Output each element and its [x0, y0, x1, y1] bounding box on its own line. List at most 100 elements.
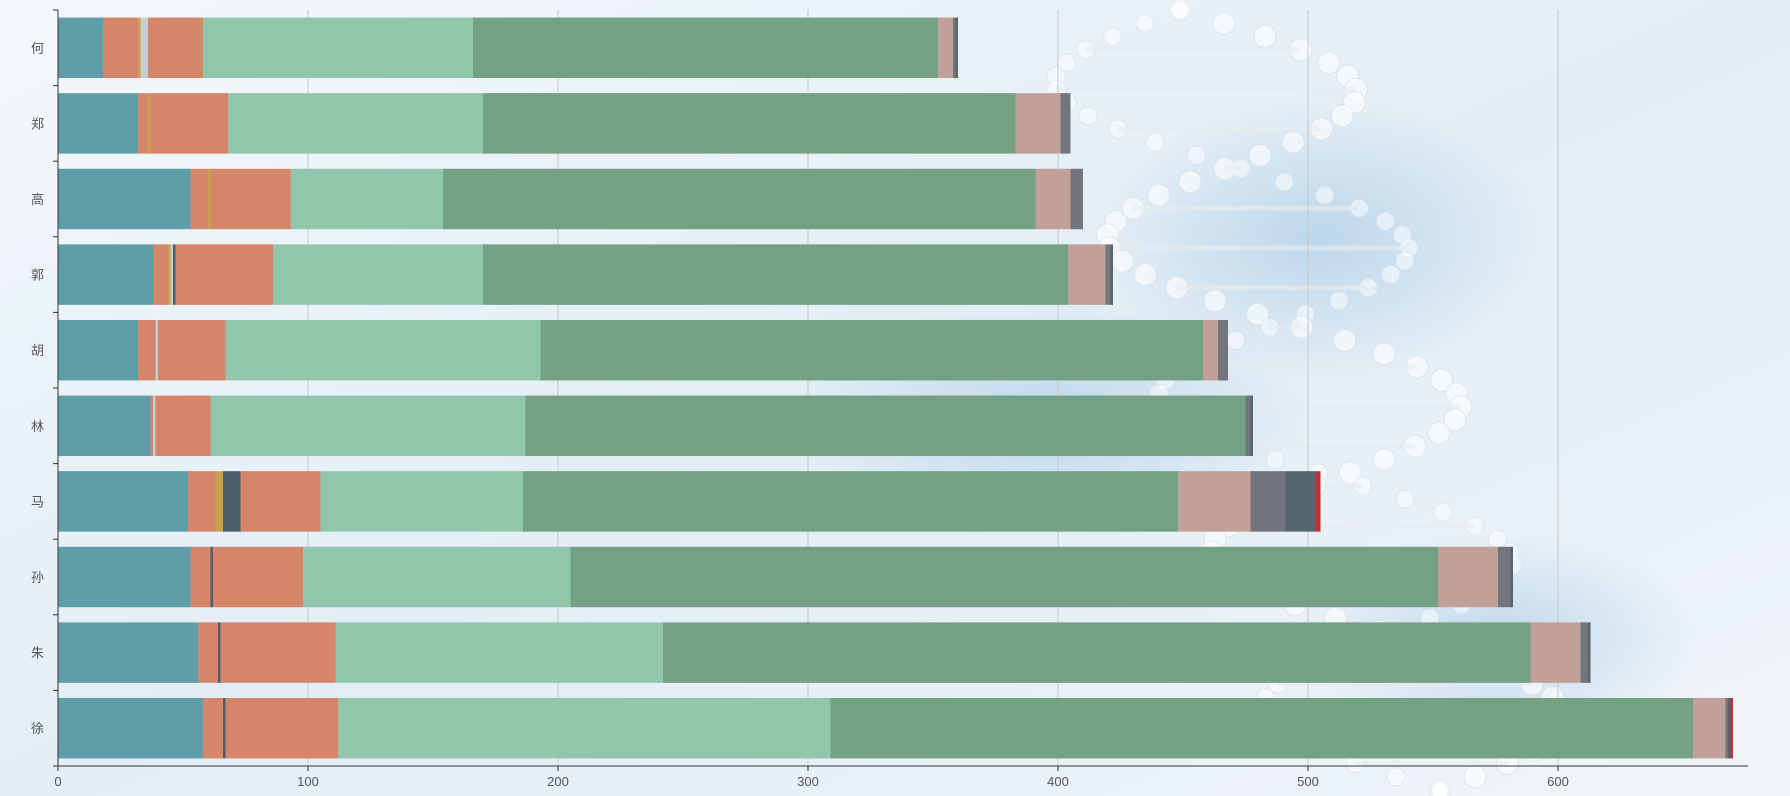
bar-segment[interactable]: [1245, 395, 1251, 457]
bar-segment[interactable]: [1218, 319, 1228, 381]
bar-segment[interactable]: [58, 168, 191, 230]
bar-segment[interactable]: [1588, 622, 1591, 683]
bar-segment[interactable]: [338, 697, 831, 759]
bar-segment[interactable]: [240, 471, 321, 532]
bar-segment[interactable]: [1250, 471, 1286, 532]
bar-segment[interactable]: [540, 319, 1204, 381]
bar-segment[interactable]: [1285, 471, 1316, 532]
bar-segment[interactable]: [1178, 471, 1251, 532]
bar-segment[interactable]: [335, 622, 664, 683]
bar-segment[interactable]: [290, 168, 444, 230]
bar-segment[interactable]: [938, 17, 953, 79]
bar-segment[interactable]: [148, 93, 151, 154]
bar-segment[interactable]: [103, 17, 138, 79]
bar-segment[interactable]: [1203, 319, 1218, 381]
bar-segment[interactable]: [168, 244, 171, 305]
bar-row: [58, 471, 1321, 532]
bar-segment[interactable]: [1730, 697, 1734, 759]
bar-segment[interactable]: [58, 395, 151, 457]
bar-segment[interactable]: [190, 168, 209, 230]
bar-segment[interactable]: [320, 471, 524, 532]
bar-segment[interactable]: [220, 622, 336, 683]
bar-segment[interactable]: [1068, 244, 1106, 305]
bar-segment[interactable]: [955, 17, 959, 79]
bar-segment[interactable]: [1060, 93, 1071, 154]
bar-segment[interactable]: [155, 395, 211, 457]
bar-segment[interactable]: [228, 93, 483, 154]
bar-segment[interactable]: [525, 395, 1246, 457]
bar-segment[interactable]: [140, 17, 149, 79]
bar-segment[interactable]: [173, 244, 176, 305]
x-tick-label: 200: [547, 774, 569, 789]
bar-segment[interactable]: [523, 471, 1178, 532]
bar-segment[interactable]: [203, 697, 223, 759]
bar-segment[interactable]: [190, 546, 211, 608]
y-category-label: 朱: [31, 647, 44, 662]
bar-segment[interactable]: [210, 168, 291, 230]
bar-segment[interactable]: [58, 17, 103, 79]
bar-segment[interactable]: [138, 93, 148, 154]
bar-segment[interactable]: [153, 395, 156, 457]
bar-segment[interactable]: [1105, 244, 1111, 305]
bar-segment[interactable]: [483, 244, 1068, 305]
bar-segment[interactable]: [1438, 546, 1498, 608]
bar-segment[interactable]: [208, 168, 211, 230]
bar-segment[interactable]: [58, 319, 138, 381]
y-category-label: 胡: [31, 344, 44, 359]
bar-segment[interactable]: [58, 93, 138, 154]
bar-segment[interactable]: [1315, 471, 1321, 532]
bar-segment[interactable]: [215, 471, 224, 532]
bar-segment[interactable]: [303, 546, 571, 608]
bar-segment[interactable]: [188, 471, 216, 532]
bar-segment[interactable]: [148, 17, 203, 79]
bar-row: [58, 319, 1228, 381]
bar-segment[interactable]: [1725, 697, 1729, 759]
bar-segment[interactable]: [1693, 697, 1726, 759]
bar-segment[interactable]: [58, 697, 203, 759]
bar-segment[interactable]: [663, 622, 1531, 683]
bar-segment[interactable]: [1728, 697, 1731, 759]
bar-segment[interactable]: [483, 93, 1016, 154]
bar-segment[interactable]: [443, 168, 1036, 230]
bar-segment[interactable]: [1498, 546, 1511, 608]
bar-segment[interactable]: [830, 697, 1694, 759]
bar-segment[interactable]: [58, 622, 198, 683]
bar-segment[interactable]: [58, 546, 191, 608]
bar-segment[interactable]: [1530, 622, 1581, 683]
bar-segment[interactable]: [58, 471, 188, 532]
bar-segment[interactable]: [138, 319, 156, 381]
bar-segment[interactable]: [213, 546, 303, 608]
bar-segment[interactable]: [203, 17, 473, 79]
bar-segment[interactable]: [158, 319, 226, 381]
bar-segment[interactable]: [225, 697, 339, 759]
bar-segment[interactable]: [223, 697, 226, 759]
bar-segment[interactable]: [225, 319, 541, 381]
bar-segment[interactable]: [210, 395, 526, 457]
y-category-label: 郑: [31, 117, 44, 132]
bar-segment[interactable]: [138, 17, 141, 79]
bar-segment[interactable]: [155, 319, 159, 381]
bar-segment[interactable]: [218, 622, 221, 683]
bar-segment[interactable]: [1510, 546, 1514, 608]
bar-segment[interactable]: [170, 244, 174, 305]
bar-segment[interactable]: [1110, 244, 1114, 305]
bar-segment[interactable]: [153, 244, 168, 305]
bar-segment[interactable]: [150, 93, 229, 154]
bar-segment[interactable]: [150, 395, 154, 457]
bar-segment[interactable]: [175, 244, 274, 305]
bar-segment[interactable]: [58, 244, 153, 305]
bar-segment[interactable]: [473, 17, 938, 79]
bar-segment[interactable]: [223, 471, 241, 532]
bar-segment[interactable]: [953, 17, 956, 79]
bar-segment[interactable]: [273, 244, 483, 305]
bar-segment[interactable]: [198, 622, 218, 683]
axes: 0 100 200 300 400 500 600 徐 朱 孙 马 林 胡 郭 高 郑 何: [31, 9, 1748, 789]
bar-segment[interactable]: [1250, 395, 1254, 457]
bar-segment[interactable]: [1015, 93, 1061, 154]
bar-segment[interactable]: [1580, 622, 1589, 683]
bar-segment[interactable]: [1035, 168, 1071, 230]
bar-segment[interactable]: [210, 546, 214, 608]
bar-segment[interactable]: [1070, 168, 1084, 230]
bar-segment[interactable]: [570, 546, 1439, 608]
